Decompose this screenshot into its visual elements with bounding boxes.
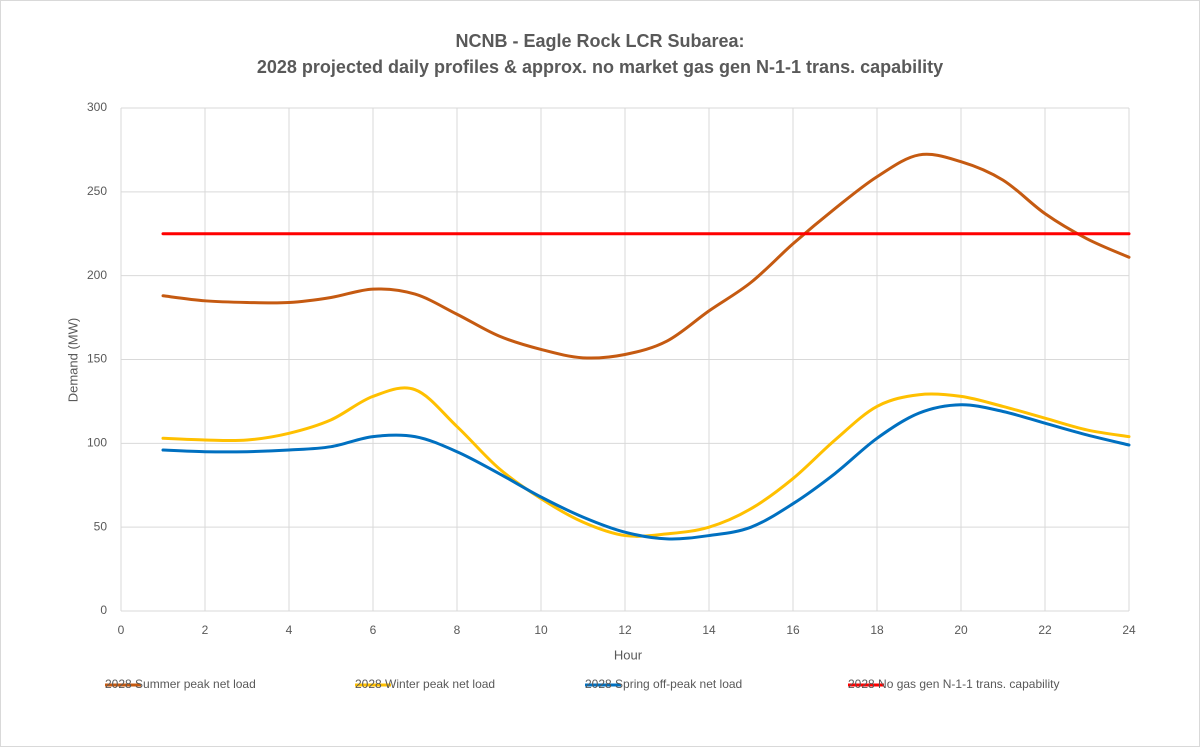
legend-label: 2028 No gas gen N-1-1 trans. capability xyxy=(848,677,1059,691)
y-tick-label: 150 xyxy=(87,352,107,366)
x-tick-label: 18 xyxy=(870,623,884,637)
x-tick-label: 16 xyxy=(786,623,800,637)
y-tick-label: 250 xyxy=(87,184,107,198)
x-tick-label: 4 xyxy=(286,623,293,637)
x-axis-label: Hour xyxy=(614,647,643,662)
x-tick-label: 20 xyxy=(954,623,968,637)
x-tick-label: 14 xyxy=(702,623,716,637)
chart-title: 2028 projected daily profiles & approx. … xyxy=(257,57,943,77)
x-tick-label: 2 xyxy=(202,623,209,637)
legend-label: 2028 Summer peak net load xyxy=(105,677,256,691)
series-line xyxy=(161,403,1131,541)
x-tick-label: 8 xyxy=(454,623,461,637)
x-tick-label: 24 xyxy=(1122,623,1136,637)
x-tick-label: 10 xyxy=(534,623,548,637)
chart-title: NCNB - Eagle Rock LCR Subarea: xyxy=(455,31,744,51)
y-tick-label: 300 xyxy=(87,100,107,114)
series-line xyxy=(161,152,1131,360)
y-tick-label: 50 xyxy=(94,519,108,533)
legend-label: 2028 Spring off-peak net load xyxy=(585,677,742,691)
x-tick-label: 22 xyxy=(1038,623,1052,637)
y-tick-label: 0 xyxy=(100,603,107,617)
y-tick-label: 100 xyxy=(87,436,107,450)
x-tick-label: 6 xyxy=(370,623,377,637)
x-tick-label: 12 xyxy=(618,623,632,637)
y-tick-label: 200 xyxy=(87,268,107,282)
x-tick-label: 0 xyxy=(118,623,125,637)
legend-label: 2028 Winter peak net load xyxy=(355,677,495,691)
y-axis-label: Demand (MW) xyxy=(65,318,80,403)
